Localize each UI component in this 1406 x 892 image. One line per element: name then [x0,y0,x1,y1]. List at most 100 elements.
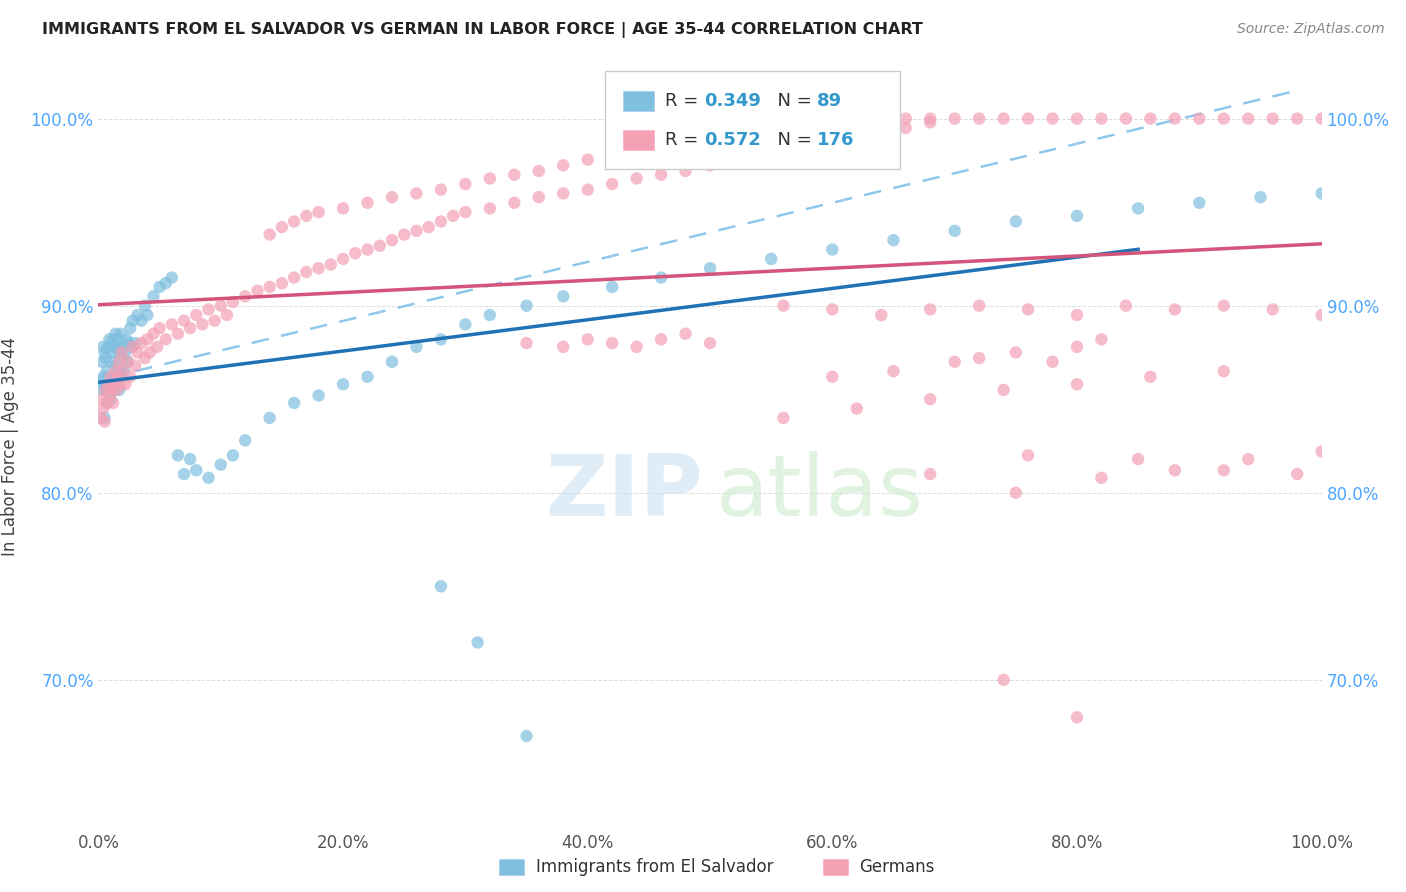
Point [114,345,136,359]
Point [993,383,1015,397]
Point [356,369,378,384]
Point [197,471,219,485]
Point [515,336,537,351]
Point [1139,369,1161,384]
Point [1310,186,1333,201]
Point [920,302,942,317]
Point [883,233,905,247]
Point [1237,112,1260,126]
Point [103,340,125,354]
Point [115,332,138,346]
Point [1042,112,1064,126]
Point [503,195,526,210]
Point [233,434,256,448]
Point [748,149,770,163]
Text: 176: 176 [817,131,855,149]
Point [454,205,477,219]
Text: 89: 89 [817,92,842,110]
Point [1212,364,1234,378]
Point [108,345,131,359]
Point [332,377,354,392]
Text: IMMIGRANTS FROM EL SALVADOR VS GERMAN IN LABOR FORCE | AGE 35-44 CORRELATION CHA: IMMIGRANTS FROM EL SALVADOR VS GERMAN IN… [42,22,924,38]
Point [441,209,464,223]
Point [142,289,165,303]
Point [478,171,501,186]
Point [222,448,245,462]
Point [967,351,990,365]
Point [129,313,152,327]
Text: ZIP: ZIP [546,450,703,533]
Text: R =: R = [665,92,704,110]
Point [160,318,183,332]
Point [1004,214,1026,228]
Point [96,396,118,410]
Point [96,396,118,410]
Point [576,153,599,167]
Point [845,130,868,145]
Point [772,411,794,425]
Point [943,224,966,238]
Point [103,383,125,397]
Point [821,112,844,126]
Point [160,270,183,285]
Point [101,345,124,359]
Point [967,112,990,126]
Point [381,355,404,369]
Point [105,340,128,354]
Point [110,364,132,378]
Point [215,308,238,322]
Point [553,158,575,172]
Point [101,369,124,384]
Point [1066,710,1088,724]
Point [111,351,134,365]
Point [120,369,142,384]
Point [527,164,550,178]
Point [626,340,648,354]
Point [748,120,770,135]
Point [93,345,115,359]
Point [1066,377,1088,392]
Point [155,277,177,291]
Point [503,168,526,182]
Point [295,209,318,223]
Point [332,252,354,266]
Point [1090,471,1112,485]
Point [650,332,672,346]
Point [121,313,143,327]
Point [699,336,721,351]
Point [515,729,537,743]
Point [1286,467,1309,481]
Point [381,233,404,247]
Point [91,401,114,416]
Y-axis label: In Labor Force | Age 35-44: In Labor Force | Age 35-44 [1,336,20,556]
Point [155,332,177,346]
Point [107,369,129,384]
Point [97,377,120,392]
Point [97,340,120,354]
Point [186,463,208,477]
Point [149,280,172,294]
Point [870,308,893,322]
Point [1139,112,1161,126]
Point [699,130,721,145]
Point [675,326,697,341]
Point [93,415,115,429]
Point [93,377,115,392]
Point [246,284,269,298]
Point [405,186,427,201]
Text: N =: N = [766,92,818,110]
Point [870,112,893,126]
Point [149,321,172,335]
Point [270,277,294,291]
Point [894,120,917,135]
Point [124,336,146,351]
Point [100,355,122,369]
Point [91,369,114,384]
Point [98,388,121,402]
Point [124,359,146,373]
Point [91,392,114,407]
Point [139,345,162,359]
Point [111,364,134,378]
Point [883,364,905,378]
Text: R =: R = [665,131,704,149]
